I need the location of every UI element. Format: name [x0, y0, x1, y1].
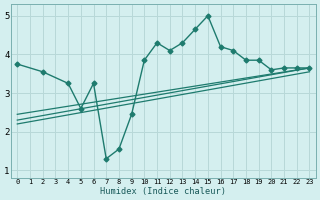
X-axis label: Humidex (Indice chaleur): Humidex (Indice chaleur)	[100, 187, 226, 196]
